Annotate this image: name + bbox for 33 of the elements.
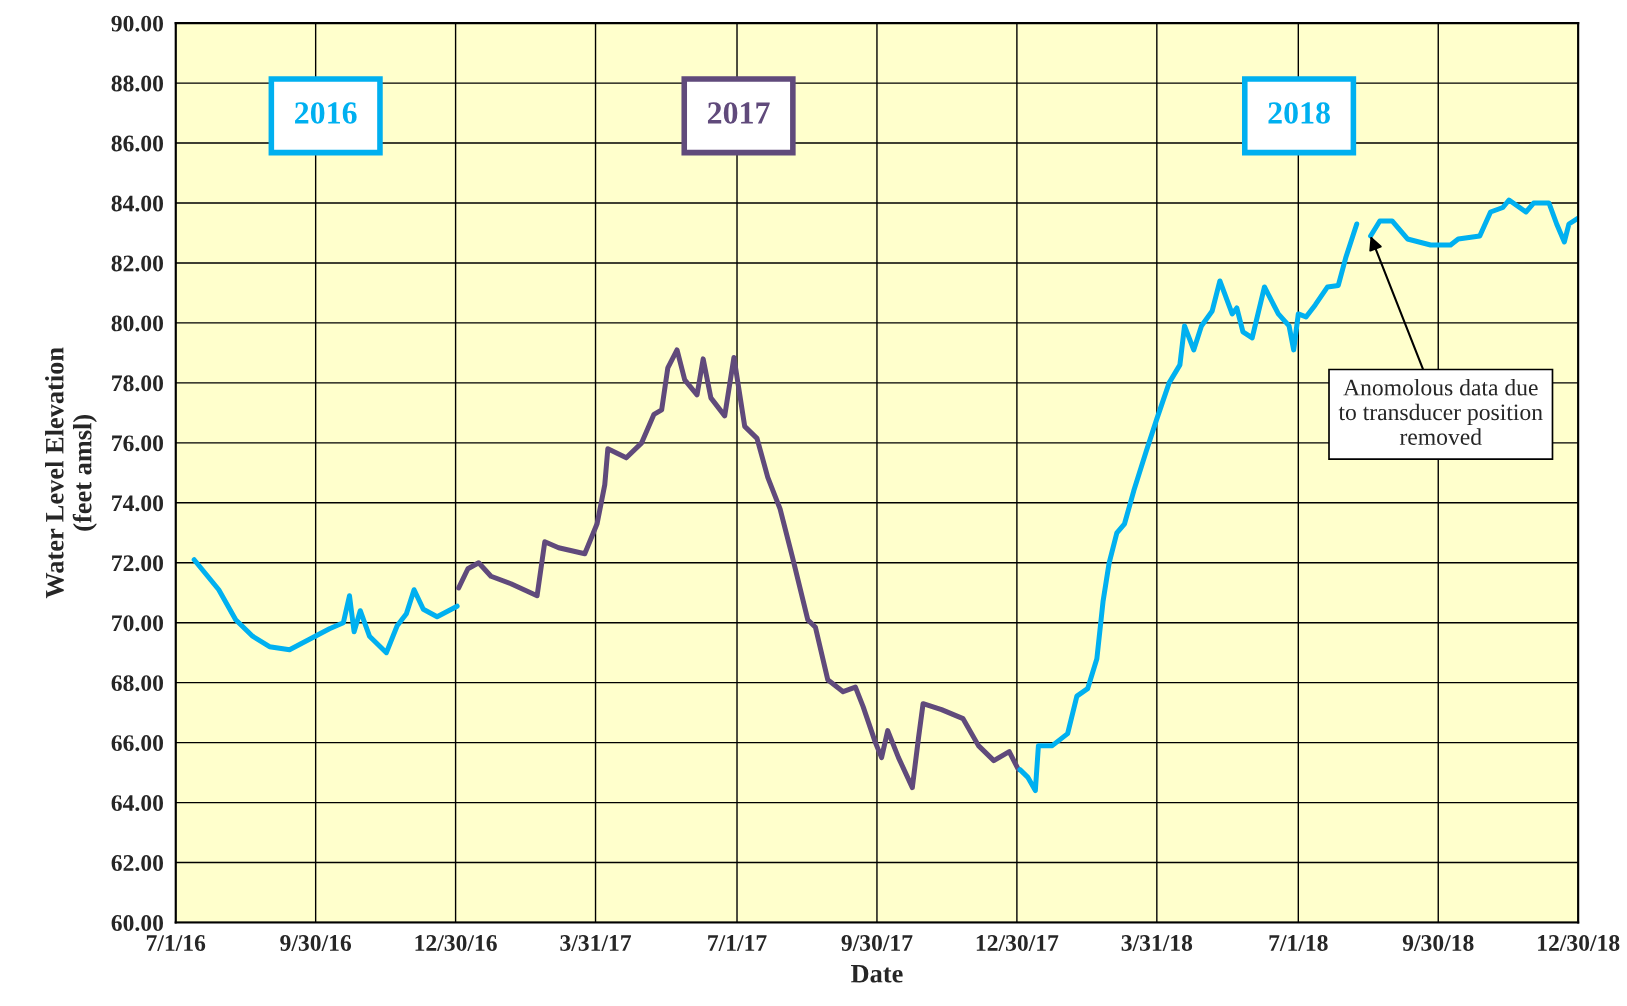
text: 2017 <box>707 102 770 124</box>
x-tick-label: 9/30/17 <box>841 934 913 951</box>
x-tick-label: 12/30/17 <box>976 934 1059 951</box>
y-tick-label: 62.00 <box>111 855 164 872</box>
y-tick-label: 68.00 <box>111 675 164 692</box>
x-tick-label: 3/31/18 <box>1121 934 1193 951</box>
y-tick-label: 86.00 <box>111 135 164 152</box>
y-tick-label: 70.00 <box>112 615 164 632</box>
y-tick-label: 74.00 <box>112 495 164 512</box>
y-tick-label: 64.00 <box>111 795 164 812</box>
y-tick-label: 80.00 <box>111 315 164 332</box>
x-tick-label: 9/30/18 <box>1402 934 1474 951</box>
y-tick-label: 60.00 <box>111 914 164 932</box>
x-tick-label: 7/1/18 <box>1269 934 1328 951</box>
y-tick-label: 76.00 <box>112 435 164 452</box>
y-tick-label: 78.00 <box>112 375 164 392</box>
text: 2018 <box>1268 102 1330 124</box>
y-axis-title: Water Level Elevation (feet amsl) <box>45 347 97 599</box>
x-tick-label: 12/30/18 <box>1538 934 1620 951</box>
x-tick-label: 9/30/16 <box>280 934 352 951</box>
y-tick-label: 82.00 <box>111 255 164 272</box>
x-tick-label: 12/30/16 <box>415 934 497 951</box>
y-tick-label: 84.00 <box>111 195 164 212</box>
x-tick-label: 3/31/17 <box>560 935 632 951</box>
x-axis-title: Date <box>851 965 903 983</box>
text: 2016 <box>295 102 357 124</box>
y-tick-label: 90.00 <box>111 15 164 32</box>
y-tick-label: 88.00 <box>111 75 164 92</box>
x-tick-label: 7/1/17 <box>708 935 767 951</box>
annotation: Anomolous data due to transducer position removed <box>1338 378 1543 445</box>
y-tick-label: 66.00 <box>111 735 164 752</box>
y-tick-label: 72.00 <box>112 555 164 572</box>
x-tick-label: 7/1/16 <box>146 935 206 951</box>
